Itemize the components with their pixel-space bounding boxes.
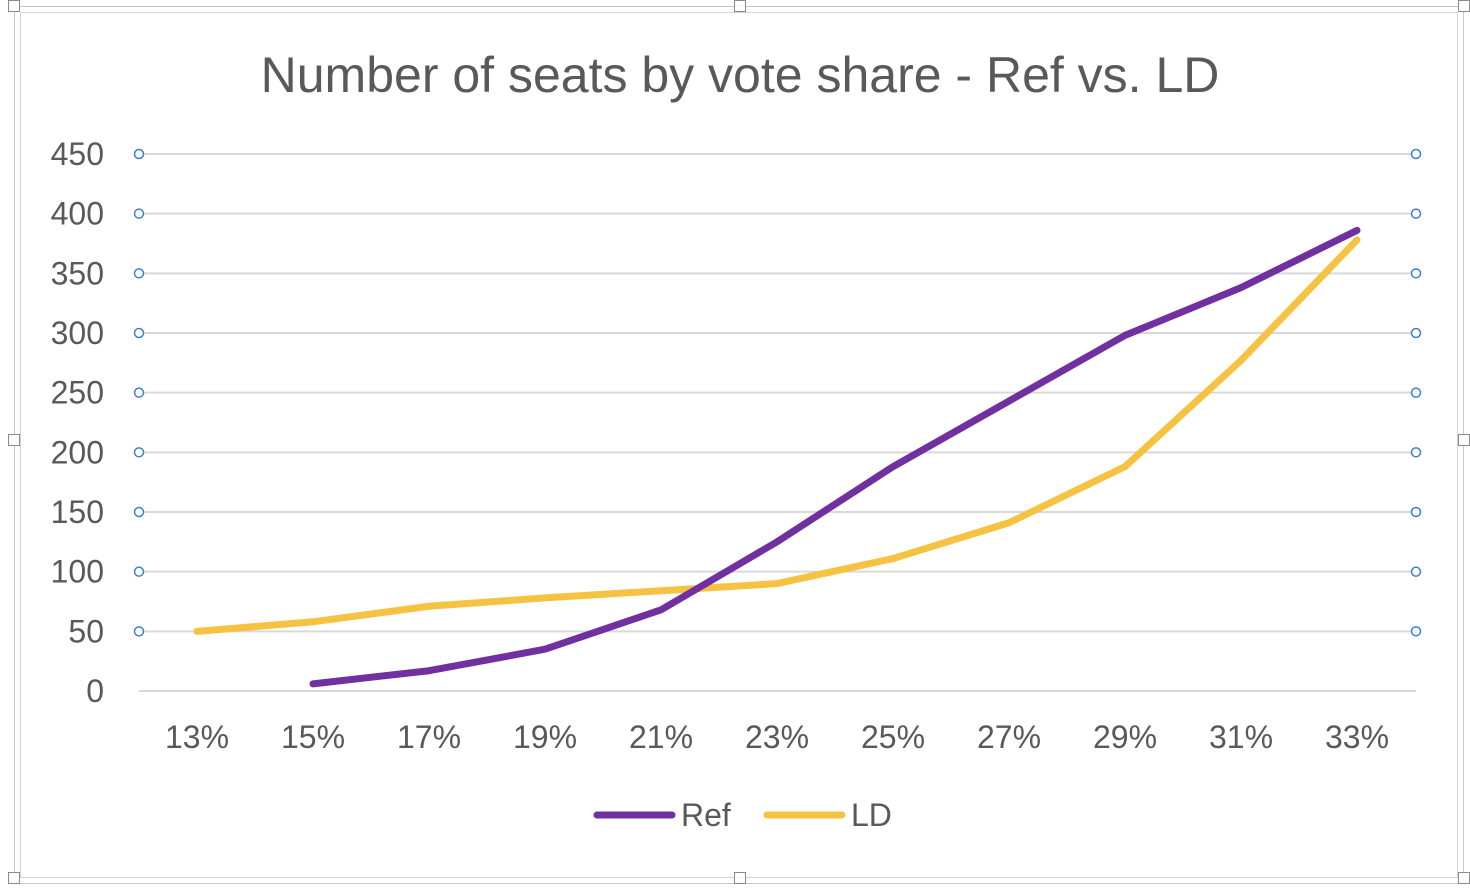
plot-handle-right	[1410, 566, 1422, 577]
y-tick-label: 200	[51, 434, 104, 470]
plot-handle-left	[133, 208, 145, 219]
resize-handle-middle-left[interactable]	[8, 434, 20, 446]
plot-handle-left	[133, 268, 145, 279]
x-tick-label: 13%	[165, 719, 229, 755]
plot-handle-left	[133, 148, 145, 160]
resize-handle-top-left[interactable]	[8, 0, 20, 12]
y-axis-tick-labels: 0 50 100 150 200 250 300 350 400 450	[51, 136, 104, 709]
x-tick-label: 15%	[281, 719, 345, 755]
x-tick-label: 25%	[861, 719, 925, 755]
plot-handle-right	[1410, 208, 1422, 219]
plot-handle-right	[1410, 506, 1422, 518]
x-tick-label: 29%	[1093, 719, 1157, 755]
x-axis-tick-labels: 13% 15% 17% 19% 21% 23% 25% 27% 29% 31% 33%	[165, 719, 1389, 755]
y-tick-label: 50	[68, 613, 104, 649]
resize-handle-top-center[interactable]	[734, 0, 746, 12]
legend: Ref LD	[593, 797, 892, 833]
plot-handle-right	[1410, 447, 1422, 458]
x-tick-label: 19%	[513, 719, 577, 755]
y-tick-label: 0	[86, 673, 104, 709]
series-line-ref	[309, 226, 1361, 688]
plot-handle-left	[133, 566, 145, 577]
y-tick-label: 350	[51, 255, 104, 291]
plot-handle-right	[1410, 327, 1422, 339]
y-tick-label: 150	[51, 494, 104, 530]
y-tick-label: 400	[51, 196, 104, 232]
gridlines	[139, 153, 1416, 692]
y-tick-label: 250	[51, 375, 104, 411]
x-tick-label: 33%	[1325, 719, 1389, 755]
plot-area-handles	[133, 148, 1422, 637]
plot-handle-right	[1410, 387, 1422, 398]
x-tick-label: 23%	[745, 719, 809, 755]
series-lines	[193, 226, 1361, 688]
legend-label-ref: Ref	[681, 797, 731, 833]
plot-handle-left	[133, 327, 145, 339]
series-line-ld	[193, 236, 1361, 635]
y-tick-label: 300	[51, 315, 104, 351]
x-tick-label: 27%	[977, 719, 1041, 755]
x-tick-label: 17%	[397, 719, 461, 755]
plot-handle-left	[133, 447, 145, 458]
x-tick-label: 31%	[1209, 719, 1273, 755]
plot-handle-right	[1410, 148, 1422, 160]
chart-title: Number of seats by vote share - Ref vs. …	[261, 47, 1220, 103]
plot-handle-left	[133, 387, 145, 398]
plot-handle-left	[133, 506, 145, 518]
resize-handle-bottom-left[interactable]	[8, 872, 20, 884]
resize-handle-bottom-center[interactable]	[734, 872, 746, 884]
legend-label-ld: LD	[851, 797, 892, 833]
plot-handle-left	[133, 626, 145, 637]
plot-handle-right	[1410, 268, 1422, 279]
x-tick-label: 21%	[629, 719, 693, 755]
y-tick-label: 100	[51, 554, 104, 590]
plot-handle-right	[1410, 626, 1422, 637]
y-tick-label: 450	[51, 136, 104, 172]
